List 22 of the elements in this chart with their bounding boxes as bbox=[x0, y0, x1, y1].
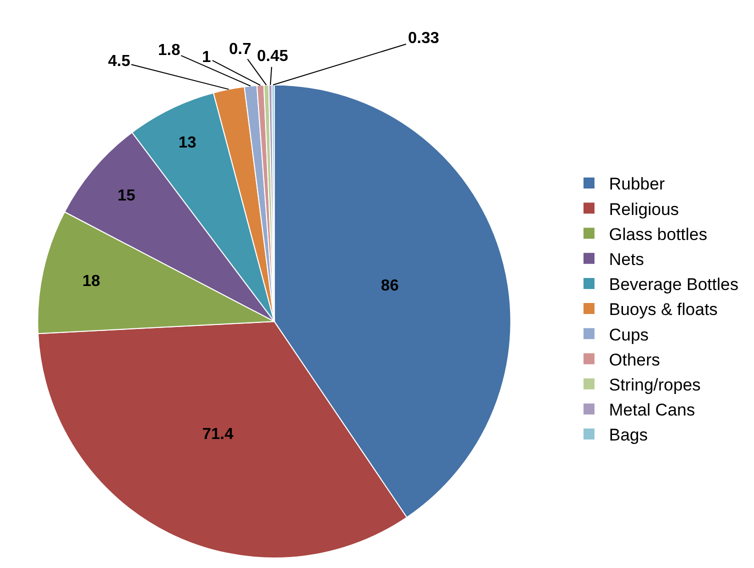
data-label: 4.5 bbox=[108, 53, 130, 70]
data-label: 1.8 bbox=[158, 42, 180, 59]
data-label: 0.45 bbox=[257, 48, 288, 65]
legend-label: Metal Cans bbox=[609, 400, 695, 420]
legend-label: Glass bottles bbox=[609, 224, 708, 244]
legend-label: Beverage Bottles bbox=[609, 275, 738, 294]
legend-label: Rubber bbox=[609, 174, 666, 194]
data-label: 1 bbox=[202, 49, 211, 66]
legend-label: String/ropes bbox=[609, 375, 701, 394]
legend-label: Others bbox=[609, 350, 660, 370]
data-label: 18 bbox=[82, 272, 100, 290]
legend-label: Bags bbox=[609, 426, 648, 445]
legend-label: Nets bbox=[609, 250, 644, 269]
data-label: 0.7 bbox=[229, 41, 252, 58]
data-label: 71.4 bbox=[202, 426, 234, 444]
legend-label: Buoys & floats bbox=[609, 300, 718, 320]
legend-label: Religious bbox=[609, 200, 679, 219]
data-label: 15 bbox=[117, 188, 136, 205]
data-label: 13 bbox=[178, 134, 196, 152]
data-label: 0.33 bbox=[408, 30, 440, 47]
data-label: 86 bbox=[380, 278, 399, 295]
legend-label: Cups bbox=[609, 325, 649, 344]
